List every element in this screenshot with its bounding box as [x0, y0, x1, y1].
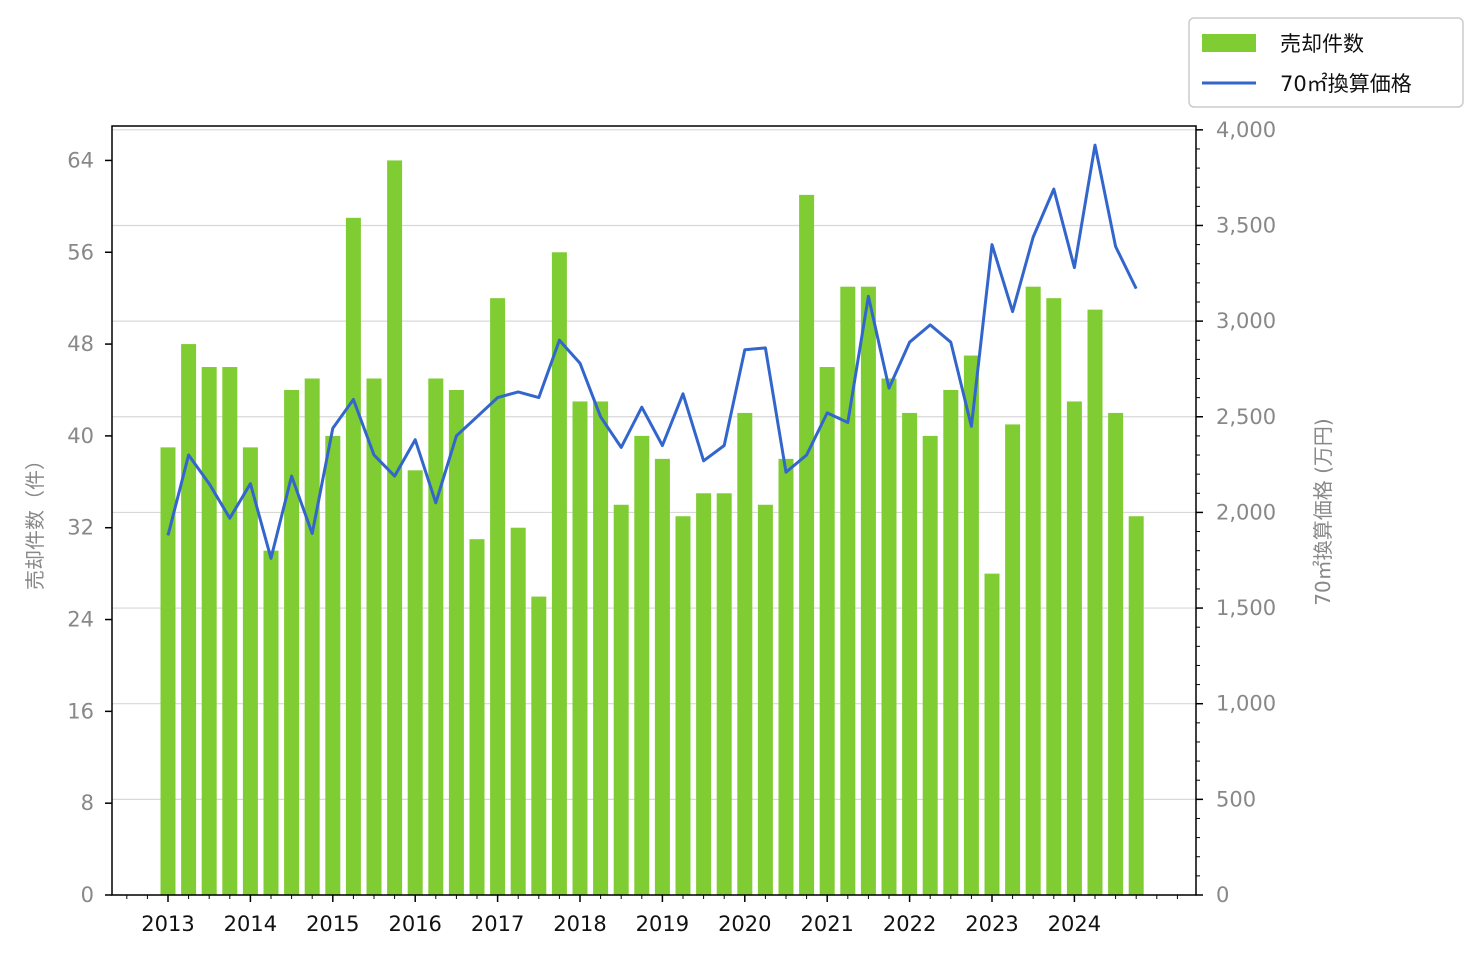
bar-15	[469, 539, 485, 895]
bar-19	[551, 252, 567, 896]
left-axis-title: 売却件数（件）	[23, 450, 47, 590]
bar-20	[572, 401, 588, 895]
bottom-axis: 2013 2014 2015 2016 2017 2018 2019 2020 2021 2022…	[126, 895, 1178, 936]
x-tick-label-7: 2020	[718, 912, 771, 936]
legend: 売却件数 70㎡換算価格	[1188, 17, 1464, 108]
bar-28	[737, 412, 753, 895]
left-tick-label-1: 8	[81, 791, 94, 815]
left-tick-label-8: 64	[67, 148, 94, 172]
bar-24	[654, 458, 670, 895]
bar-3	[222, 367, 238, 895]
legend-label-bar: 売却件数	[1280, 32, 1364, 56]
bar-32	[819, 367, 835, 895]
bar-17	[510, 527, 526, 895]
bar-42	[1025, 286, 1041, 896]
right-tick-label-7: 3,500	[1216, 213, 1276, 237]
bar-35	[881, 378, 897, 896]
x-tick-label-4: 2017	[471, 912, 524, 936]
x-tick-label-1: 2014	[224, 912, 277, 936]
x-tick-label-5: 2018	[553, 912, 606, 936]
bar-0	[160, 447, 176, 895]
bar-40	[984, 573, 1000, 895]
left-tick-label-2: 16	[67, 699, 94, 723]
bar-2	[201, 367, 217, 895]
legend-bar-swatch	[1202, 34, 1256, 52]
right-tick-label-1: 500	[1216, 787, 1256, 811]
bar-45	[1087, 309, 1103, 895]
bar-11	[387, 160, 403, 895]
bar-30	[778, 458, 794, 895]
left-tick-label-5: 40	[67, 424, 94, 448]
x-tick-label-8: 2021	[800, 912, 853, 936]
x-tick-label-9: 2022	[883, 912, 936, 936]
left-tick-label-0: 0	[81, 883, 94, 907]
right-tick-label-5: 2,500	[1216, 405, 1276, 429]
x-tick-label-0: 2013	[141, 912, 194, 936]
right-axis-title: 70㎡換算価格 (万円)	[1311, 418, 1335, 605]
right-tick-label-3: 1,500	[1216, 596, 1276, 620]
bar-36	[902, 412, 918, 895]
bar-14	[448, 389, 464, 895]
left-axis: 0 8 16 24 32 40 48 56 64	[67, 148, 112, 907]
bar-23	[634, 435, 650, 895]
x-tick-label-10: 2023	[965, 912, 1018, 936]
bar-29	[757, 504, 773, 895]
bar-25	[675, 516, 691, 895]
bar-4	[242, 447, 258, 895]
left-tick-label-6: 48	[67, 332, 94, 356]
bar-13	[428, 378, 444, 896]
bar-37	[922, 435, 938, 895]
x-tick-label-6: 2019	[636, 912, 689, 936]
bar-34	[860, 286, 876, 896]
bar-33	[840, 286, 856, 896]
bar-22	[613, 504, 629, 895]
x-tick-label-3: 2016	[388, 912, 441, 936]
right-tick-label-4: 2,000	[1216, 500, 1276, 524]
right-tick-label-6: 3,000	[1216, 309, 1276, 333]
right-tick-label-8: 4,000	[1216, 118, 1276, 142]
bar-8	[325, 435, 341, 895]
bar-series	[160, 160, 1144, 896]
right-axis: 0 500 1,000 1,500 2,000 2,500 3,000 3,500 4,000	[1196, 118, 1276, 907]
bar-39	[963, 355, 979, 895]
bar-16	[490, 298, 506, 895]
bar-10	[366, 378, 382, 896]
right-tick-label-2: 1,000	[1216, 692, 1276, 716]
bar-18	[531, 596, 547, 895]
bar-43	[1046, 298, 1062, 895]
bar-47	[1128, 516, 1144, 895]
bar-21	[593, 401, 609, 895]
bar-1	[181, 344, 197, 896]
line-series	[166, 143, 1138, 560]
bar-9	[345, 217, 361, 895]
bar-38	[943, 389, 959, 895]
legend-box	[1188, 17, 1464, 108]
left-tick-label-4: 32	[67, 516, 94, 540]
left-tick-label-7: 56	[67, 240, 94, 264]
bar-12	[407, 470, 423, 895]
x-tick-label-11: 2024	[1048, 912, 1101, 936]
x-tick-label-2: 2015	[306, 912, 359, 936]
legend-label-line: 70㎡換算価格	[1280, 72, 1412, 96]
bar-46	[1108, 412, 1124, 895]
bar-6	[284, 389, 300, 895]
left-tick-label-3: 24	[67, 608, 94, 632]
bar-31	[799, 194, 815, 896]
bar-44	[1066, 401, 1082, 895]
bar-7	[304, 378, 320, 896]
line-path	[166, 143, 1138, 560]
bar-27	[716, 493, 732, 895]
bar-41	[1005, 424, 1021, 895]
plot-frame	[111, 125, 1197, 896]
right-tick-label-0: 0	[1216, 883, 1229, 907]
bar-5	[263, 550, 279, 895]
bar-26	[696, 493, 712, 895]
